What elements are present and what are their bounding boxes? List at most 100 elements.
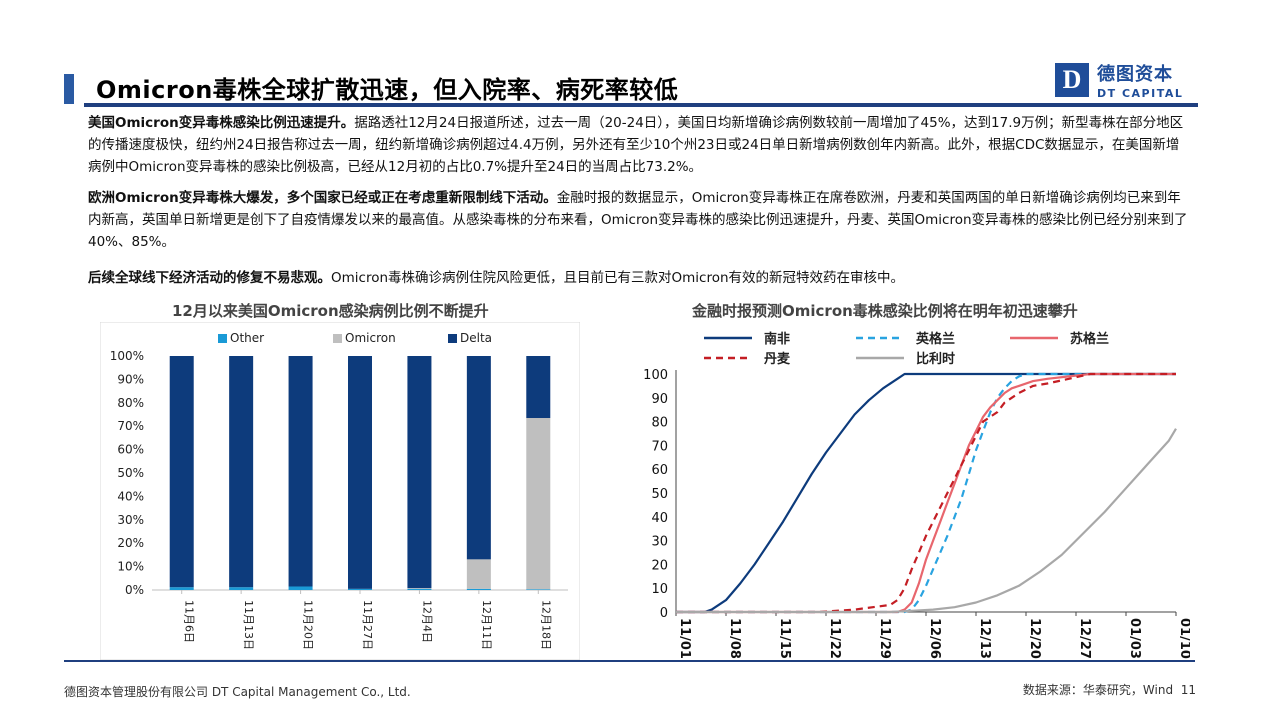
x-tick-label: 11/22 — [827, 618, 842, 659]
company-logo: D 德图资本 DT CAPITAL — [1055, 60, 1183, 100]
x-tick-label: 11/15 — [777, 618, 792, 659]
y-tick-label: 60% — [117, 443, 144, 457]
x-tick-label: 12月4日 — [420, 600, 433, 643]
legend-label: Other — [230, 331, 264, 345]
chart-title-left: 12月以来美国Omicron感染病例比例不断提升 — [172, 302, 489, 320]
y-tick-label: 0 — [660, 606, 668, 621]
y-tick-label: 50% — [117, 466, 144, 480]
x-tick-label: 11月6日 — [183, 600, 196, 643]
bar-segment-other — [348, 588, 372, 590]
bar-segment-delta — [466, 356, 491, 560]
bar-segment-other — [288, 586, 313, 590]
paragraph-lead: 欧洲Omicron变异毒株大爆发，多个国家已经或正在考虑重新限制线下活动。 — [88, 190, 557, 206]
paragraph-lead: 后续全球线下经济活动的修复不易悲观。 — [88, 270, 331, 286]
series-line-英格兰 — [676, 372, 1176, 614]
y-tick-label: 90 — [651, 392, 668, 407]
y-tick-label: 40% — [117, 489, 144, 503]
y-tick-label: 50 — [651, 487, 668, 502]
y-tick-label: 100% — [110, 349, 144, 363]
footer-source: 数据来源：华泰研究，Wind 11 — [1023, 681, 1196, 698]
bottom-rule-right — [585, 660, 1195, 662]
y-tick-label: 90% — [117, 372, 144, 386]
y-tick-label: 30% — [117, 513, 144, 527]
stacked-bar-chart: 0% 10% 20% 30% 40% 50% 60% 70% 80% 90% 100% Other Om… — [100, 322, 580, 660]
y-tick-label: 20 — [651, 558, 668, 573]
x-tick-label: 12/20 — [1027, 618, 1042, 659]
x-tick-label: 01/10 — [1177, 618, 1190, 659]
paragraph-text: Omicron毒株确诊病例住院风险更低，且目前已有三款对Omicron有效的新冠… — [331, 270, 905, 286]
paragraph-outlook: 后续全球线下经济活动的修复不易悲观。Omicron毒株确诊病例住院风险更低，且目… — [88, 267, 1188, 289]
logo-mark-icon: D — [1055, 63, 1089, 97]
series-line-南非 — [676, 372, 1176, 614]
legend-label: 南非 — [764, 331, 790, 347]
line-chart: 0 10 20 30 40 50 60 70 80 90 100 11/01 11/08 11/15 11/… — [643, 331, 1190, 659]
y-tick-label: 10% — [117, 560, 144, 574]
bar-segment-delta — [288, 356, 313, 587]
bar-segment-omicron — [407, 588, 432, 589]
x-tick-label: 01/03 — [1127, 618, 1142, 659]
y-tick-label: 20% — [117, 536, 144, 550]
series-line-苏格兰 — [676, 372, 1176, 614]
y-tick-label: 70% — [117, 419, 144, 433]
legend-label: 比利时 — [916, 351, 955, 367]
bar-segment-other — [466, 588, 491, 590]
y-tick-label: 70 — [651, 439, 668, 454]
x-tick-label: 12月18日 — [539, 600, 552, 650]
x-tick-label: 12/13 — [977, 618, 992, 659]
bar-segment-delta — [348, 356, 372, 589]
legend-label: Omicron — [345, 331, 396, 345]
y-tick-label: 60 — [651, 463, 668, 478]
legend-label: 丹麦 — [764, 351, 791, 367]
title-accent-bar — [64, 74, 74, 104]
footer-company: 德图资本管理股份有限公司 DT Capital Management Co., … — [64, 685, 411, 699]
x-tick-label: 11月13日 — [242, 600, 255, 650]
logo-cn: 德图资本 — [1097, 64, 1173, 85]
legend-label: Delta — [460, 331, 492, 345]
x-tick-label: 12月11日 — [480, 600, 493, 650]
legend-swatch — [218, 334, 227, 343]
paragraph-lead: 美国Omicron变异毒株感染比例迅速提升。 — [88, 115, 355, 131]
bar-segment-omicron — [466, 559, 491, 589]
series-line-比利时 — [676, 428, 1177, 614]
x-tick-label: 11/29 — [877, 618, 892, 659]
bar-segment-delta — [526, 356, 551, 419]
x-tick-label: 11/01 — [677, 618, 692, 659]
legend-label: 苏格兰 — [1070, 331, 1109, 347]
bar-segment-other — [229, 587, 254, 590]
paragraph-text: 据路透社12月24日报道所述，过去一周（20-24日），美国日均新增确诊病例数较… — [88, 115, 1184, 175]
bottom-rule-left — [64, 660, 594, 662]
bar-segment-other — [169, 587, 194, 590]
x-tick-label: 12/06 — [927, 618, 942, 659]
bar-segment-delta — [407, 356, 432, 589]
series-line-丹麦 — [676, 372, 1176, 614]
y-tick-label: 100 — [643, 368, 668, 383]
logo-text: 德图资本 DT CAPITAL — [1097, 60, 1183, 100]
bar-segment-omicron — [526, 418, 551, 590]
x-tick-label: 12/27 — [1077, 618, 1092, 659]
title-underline — [84, 103, 1198, 107]
bar-segment-other — [526, 589, 551, 590]
y-tick-label: 80 — [651, 416, 668, 431]
page-title: Omicron毒株全球扩散迅速，但入院率、病死率较低 — [96, 76, 679, 104]
y-tick-label: 40 — [651, 511, 668, 526]
legend-swatch — [333, 334, 342, 343]
legend-label: 英格兰 — [915, 331, 955, 347]
source-text: 数据来源：华泰研究，Wind — [1022, 683, 1174, 697]
logo-en: DT CAPITAL — [1097, 87, 1184, 100]
bar-segment-delta — [229, 356, 254, 588]
paragraph-text: 金融时报的数据显示，Omicron变异毒株正在席卷欧洲，丹麦和英国两国的单日新增… — [88, 190, 1188, 250]
bar-segment-delta — [169, 356, 194, 588]
chart-title-right: 金融时报预测Omicron毒株感染比例将在明年初迅速攀升 — [692, 302, 1078, 320]
page-number: 11 — [1180, 683, 1196, 697]
x-tick-label: 11/08 — [727, 618, 742, 659]
y-tick-label: 0% — [125, 583, 144, 597]
y-tick-label: 10 — [651, 582, 668, 597]
x-tick-label: 11月20日 — [302, 600, 315, 650]
y-tick-label: 80% — [117, 396, 144, 410]
y-tick-label: 30 — [651, 535, 668, 550]
legend-swatch — [448, 334, 457, 343]
paragraph-us: 美国Omicron变异毒株感染比例迅速提升。据路透社12月24日报道所述，过去一… — [88, 112, 1188, 178]
x-tick-label: 11月27日 — [361, 600, 374, 650]
bar-segment-other — [407, 588, 432, 590]
paragraph-europe: 欧洲Omicron变异毒株大爆发，多个国家已经或正在考虑重新限制线下活动。金融时… — [88, 187, 1188, 253]
